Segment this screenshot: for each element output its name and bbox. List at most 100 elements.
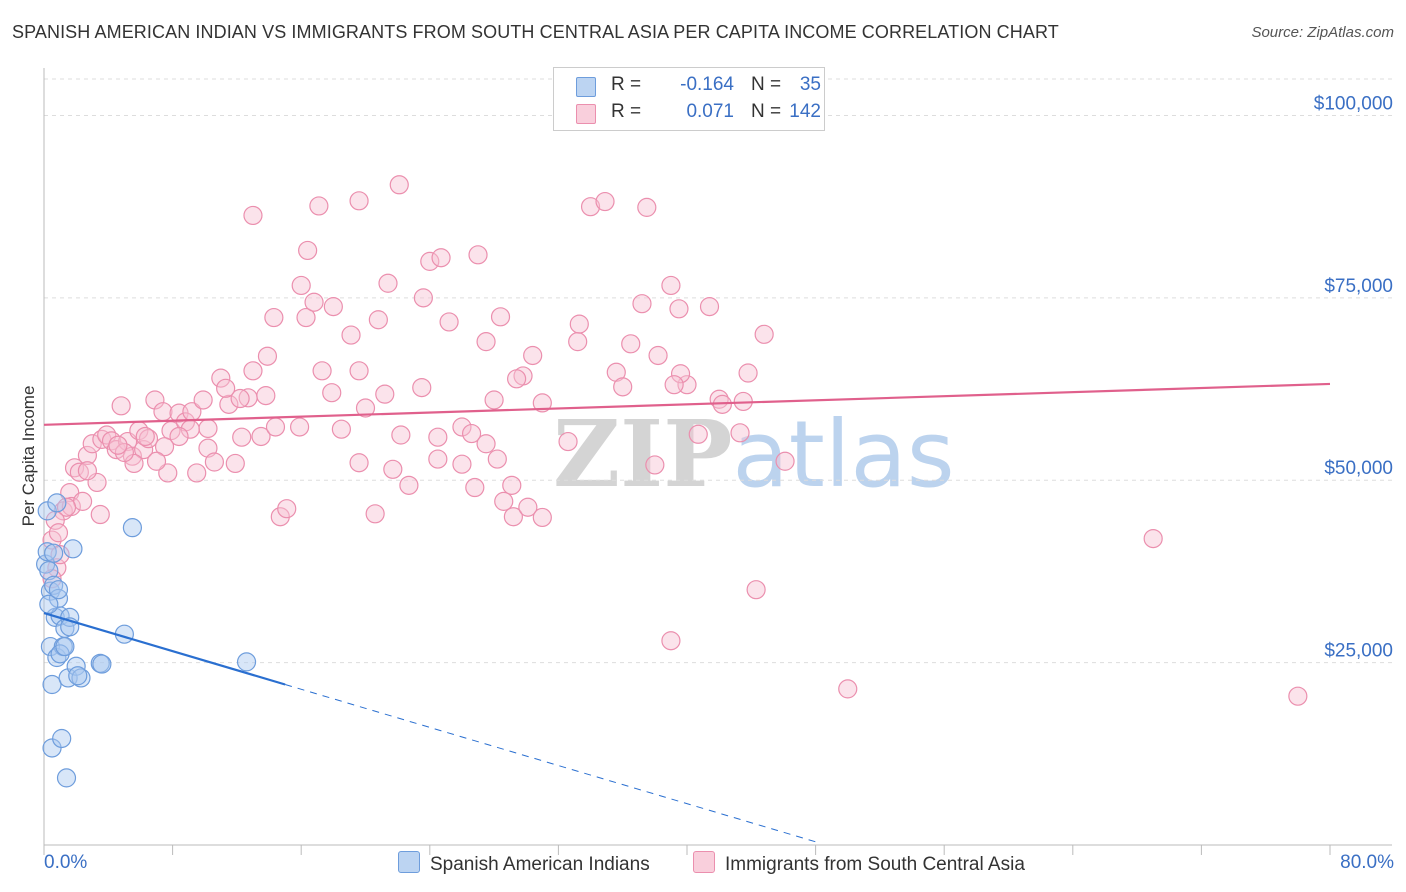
pink-point <box>135 426 155 447</box>
blue-trend-extension <box>284 684 816 843</box>
pink-trend-line <box>43 382 1331 426</box>
pink-point <box>476 332 496 352</box>
pink-point <box>452 417 472 437</box>
pink-point <box>243 361 263 381</box>
pink-point <box>1288 686 1308 706</box>
pink-point <box>507 369 527 389</box>
blue-point <box>56 768 77 788</box>
pink-point <box>232 427 252 447</box>
blue-point <box>92 654 112 674</box>
y-axis-tick-labels: $25,000 $50,000 $75,000 $100,000 <box>1314 93 1393 661</box>
correlation-legend: R = -0.164 N = 35 R = 0.071 N = 142 <box>553 67 825 131</box>
pink-point <box>304 292 324 312</box>
pink-point <box>523 345 543 366</box>
pink-point <box>48 523 69 543</box>
pink-point <box>428 427 448 447</box>
blue-point <box>71 668 91 688</box>
blue-point <box>47 493 67 513</box>
blue-point <box>37 542 57 562</box>
blue-point <box>37 501 57 521</box>
x-tick-label-max: 80.0% <box>1340 852 1394 873</box>
pink-series-points <box>42 175 1308 706</box>
x-tick-label-min: 0.0% <box>44 852 88 873</box>
pink-point <box>391 425 411 445</box>
pink-point <box>146 451 167 471</box>
blue-point <box>47 647 67 668</box>
pink-point <box>637 197 657 217</box>
watermark-atlas: atlas <box>732 401 955 508</box>
pink-point <box>487 449 507 469</box>
pink-point <box>484 390 504 410</box>
legend-r-label: R = <box>611 74 642 95</box>
pink-point <box>296 307 316 328</box>
pink-point <box>349 361 369 381</box>
pink-point <box>420 251 440 271</box>
pink-point <box>193 390 213 410</box>
pink-point <box>613 377 633 397</box>
pink-point <box>476 434 496 454</box>
pink-point <box>277 499 297 519</box>
pink-point <box>669 299 689 319</box>
pink-point <box>532 393 552 413</box>
pink-point <box>730 423 750 443</box>
bottom-legend-item-blue: Spanish American Indians <box>398 851 650 876</box>
blue-point <box>236 652 257 672</box>
pink-point <box>265 417 286 437</box>
pink-point <box>124 453 144 474</box>
legend-n-label: N = <box>751 101 782 122</box>
chart-source: Source: ZipAtlas.com <box>1251 24 1394 41</box>
bottom-legend-swatch-pink <box>693 851 715 873</box>
pink-point <box>452 454 472 474</box>
pink-point <box>568 332 588 352</box>
blue-point <box>44 543 64 563</box>
pink-point <box>518 497 538 517</box>
pink-point <box>291 275 311 296</box>
bottom-legend-swatch-blue <box>398 851 420 873</box>
blue-point <box>63 539 83 559</box>
pink-point <box>428 449 448 469</box>
pink-point <box>688 424 708 444</box>
pink-point <box>580 197 601 217</box>
pink-point <box>225 453 245 474</box>
pink-point <box>399 475 419 495</box>
blue-point <box>68 666 88 686</box>
x-axis-ticks <box>43 845 1331 855</box>
legend-swatch-blue <box>576 77 596 97</box>
bottom-legend-label-blue: Spanish American Indians <box>430 854 650 875</box>
blue-point <box>48 580 69 600</box>
blue-series-points <box>36 493 257 788</box>
pink-point <box>378 273 398 293</box>
pink-point <box>312 361 332 381</box>
blue-point <box>39 594 59 614</box>
bottom-legend-label-pink: Immigrants from South Central Asia <box>725 854 1025 875</box>
pink-point <box>198 418 218 439</box>
pink-point <box>383 459 403 479</box>
pink-point <box>154 437 175 457</box>
pink-point <box>670 364 691 384</box>
pink-point <box>230 388 250 409</box>
pink-point <box>77 445 98 466</box>
pink-point <box>375 384 395 404</box>
pink-point <box>569 314 589 334</box>
pink-point <box>216 378 236 398</box>
pink-point <box>69 462 89 482</box>
pink-point <box>323 297 343 317</box>
pink-point <box>661 275 681 296</box>
legend-n-label: N = <box>751 74 782 95</box>
pink-point <box>90 504 110 525</box>
pink-point <box>368 310 388 330</box>
pink-point <box>632 294 652 314</box>
pink-point <box>111 396 131 416</box>
legend-n-value: 142 <box>789 101 821 122</box>
pink-point <box>746 580 766 600</box>
pink-point <box>502 475 522 495</box>
pink-point <box>413 288 433 308</box>
pink-point <box>211 368 231 388</box>
pink-point <box>738 363 758 383</box>
pink-point <box>204 452 224 472</box>
pink-point <box>661 631 681 651</box>
pink-point <box>153 402 173 422</box>
blue-point <box>52 728 72 749</box>
pink-point <box>349 453 369 473</box>
pink-point <box>775 451 795 471</box>
